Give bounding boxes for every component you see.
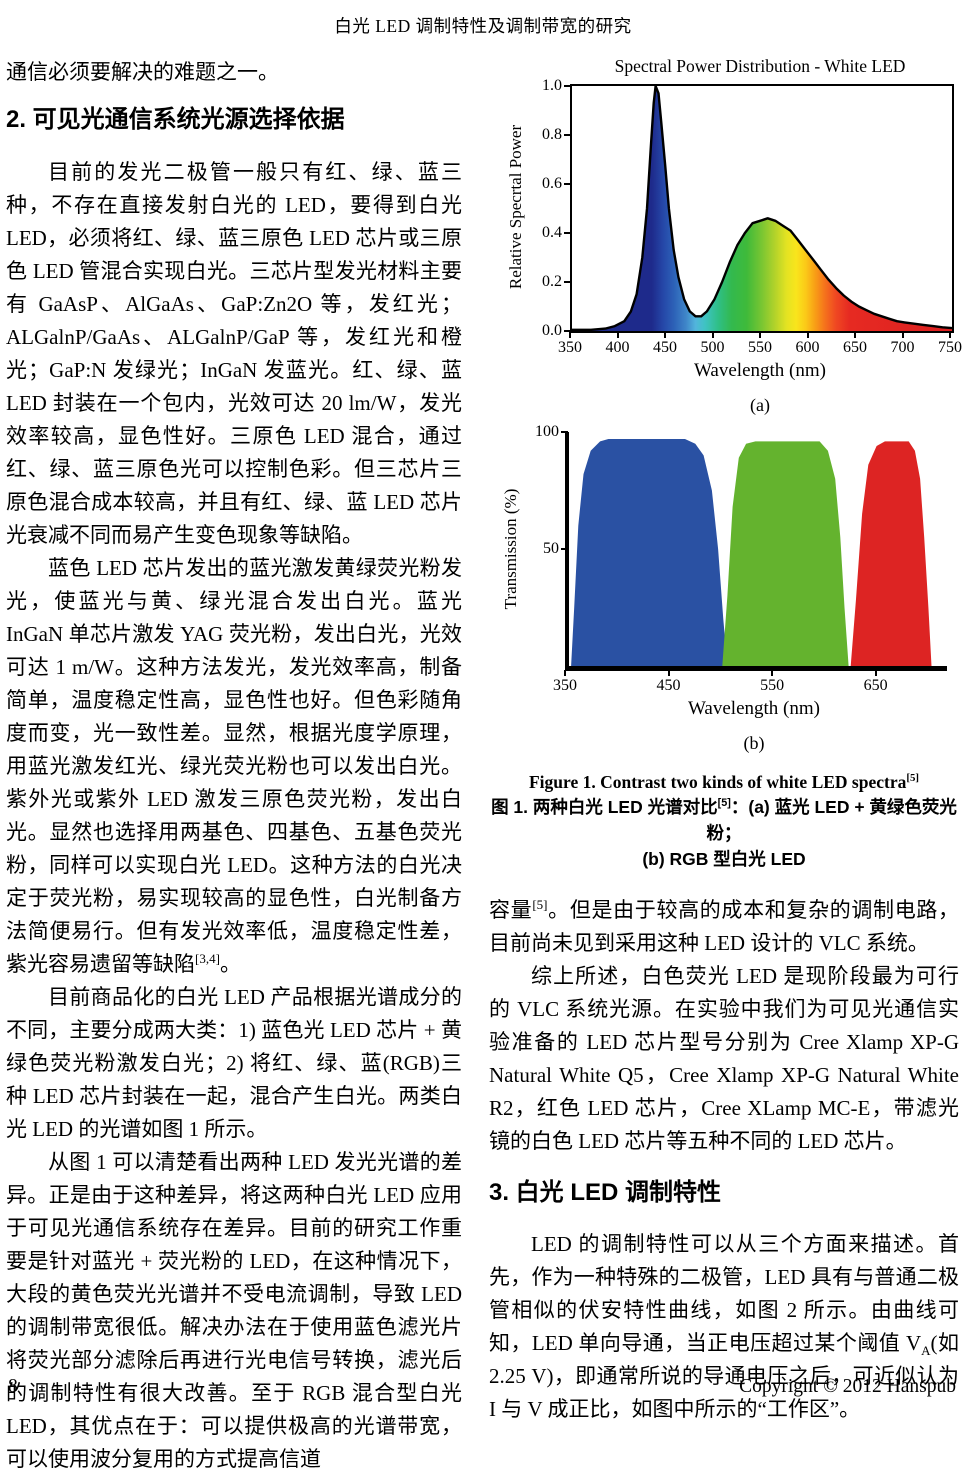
x-tick-label: 350 <box>553 670 577 694</box>
x-tick-label: 350 <box>558 332 582 356</box>
chart-a-y-axis-label: Relative Specrtal Power <box>506 124 525 290</box>
figure-1b-chart: 100 50 350 450 550 650 Wavelength (nm) (b) T… <box>489 423 959 754</box>
figure-caption-english: Figure 1. Contrast two kinds of white LE… <box>528 772 920 792</box>
chart-a-x-ticks: 350 400 450 500 550 600 650 700 750 <box>558 332 962 359</box>
figure-caption-chinese-line1: 图 1. 两种白光 LED 光谱对比[5]：(a) 蓝光 LED + 黄绿色荧光… <box>491 797 957 843</box>
right-column: Spectral Power Distribution - White LED … <box>489 55 962 1426</box>
left-column: 通信必须要解决的难题之一。 2. 可见光通信系统光源选择依据 目前的发光二极管一… <box>6 56 462 1476</box>
y-tick-label: 1.0 <box>542 77 571 94</box>
footer-page-number: 8 <box>8 1376 18 1397</box>
paragraph: LED 的调制特性可以从三个方面来描述。首先，作为一种特殊的二极管，LED 具有… <box>489 1232 959 1421</box>
figure-caption-chinese-line2: (b) RGB 型白光 LED <box>642 849 806 869</box>
panel-label-b: (b) <box>743 733 765 753</box>
y-tick-label: 100 <box>535 423 568 440</box>
figure-1a-chart: Spectral Power Distribution - White LED … <box>489 55 962 416</box>
section-2-heading: 2. 可见光通信系统光源选择依据 <box>6 106 345 133</box>
x-tick-label: 550 <box>748 332 772 356</box>
paragraph-continuation: 通信必须要解决的难题之一。 <box>6 60 279 84</box>
page-footer: 8 Copyright © 2012 Hanspub <box>8 1376 956 1398</box>
y-tick-label: 50 <box>543 540 568 557</box>
y-tick-label: 0.0 <box>542 322 571 339</box>
chart-b-plot-area: 100 50 <box>535 423 947 671</box>
chart-a-title: Spectral Power Distribution - White LED <box>614 56 906 76</box>
y-tick-label: 0.8 <box>542 126 571 143</box>
paragraph: 目前商品化的白光 LED 产品根据光谱成分的不同，主要分成两大类：1) 蓝色光 … <box>6 985 462 1141</box>
x-tick-label: 400 <box>605 332 630 356</box>
x-tick-label: 500 <box>700 332 725 356</box>
x-tick-label: 550 <box>760 670 785 694</box>
panel-label-a: (a) <box>750 395 770 415</box>
spectrum-area <box>572 86 952 331</box>
paragraph: 目前的发光二极管一般只有红、绿、蓝三种，不存在直接发射白光的 LED，要得到白光… <box>6 160 462 547</box>
chart-b-x-ticks: 350 450 550 650 <box>553 670 943 697</box>
y-tick-label: 0.2 <box>542 273 571 290</box>
chart-b-y-axis-label: Transmission (%) <box>501 488 520 610</box>
chart-b-x-axis-label: Wavelength (nm) <box>688 698 820 719</box>
spectrum-outline <box>572 86 952 331</box>
x-tick-label: 650 <box>843 332 867 356</box>
paragraph: 从图 1 可以清楚看出两种 LED 发光光谱的差异。正是由于这种差异，将这两种白… <box>6 1150 462 1471</box>
paragraph: 蓝色 LED 芯片发出的蓝光激发黄绿荧光粉发光，使蓝光与黄、绿光混合发出白光。蓝… <box>6 556 462 976</box>
page-title: 白光 LED 调制特性及调制带宽的研究 <box>334 16 632 36</box>
blue-band <box>571 439 728 666</box>
red-band <box>850 441 932 666</box>
y-tick-label: 0.6 <box>542 175 571 192</box>
paragraph: 综上所述，白色荧光 LED 是现阶段最为可行的 VLC 系统光源。在实验中我们为… <box>489 964 959 1153</box>
chart-a-y-ticks: 1.0 0.8 0.6 0.4 0.2 0.0 <box>516 77 571 339</box>
x-tick-label: 700 <box>890 332 915 356</box>
footer-copyright: Copyright © 2012 Hanspub <box>739 1376 956 1397</box>
x-tick-label: 750 <box>938 332 962 356</box>
section-3-heading: 3. 白光 LED 调制特性 <box>489 1179 722 1206</box>
y-tick-label: 0.4 <box>542 224 571 241</box>
x-tick-label: 450 <box>653 332 677 356</box>
chart-a-plot-area: 1.0 0.8 0.6 0.4 0.2 0.0 <box>542 77 954 339</box>
paragraph-continuation: 容量[5]。但是由于较高的成本和复杂的调制电路，目前尚未见到采用这种 LED 设… <box>489 897 960 955</box>
chart-b-svg <box>571 439 932 666</box>
chart-a-svg <box>572 86 952 331</box>
chart-a-x-axis-label: Wavelength (nm) <box>694 360 826 381</box>
x-tick-label: 450 <box>656 670 681 694</box>
x-tick-label: 600 <box>795 332 820 356</box>
chart-b-y-ticks: 100 50 <box>513 423 568 666</box>
figure-1-caption: Figure 1. Contrast two kinds of white LE… <box>489 770 959 872</box>
x-tick-label: 650 <box>863 670 888 694</box>
green-band <box>722 441 849 666</box>
